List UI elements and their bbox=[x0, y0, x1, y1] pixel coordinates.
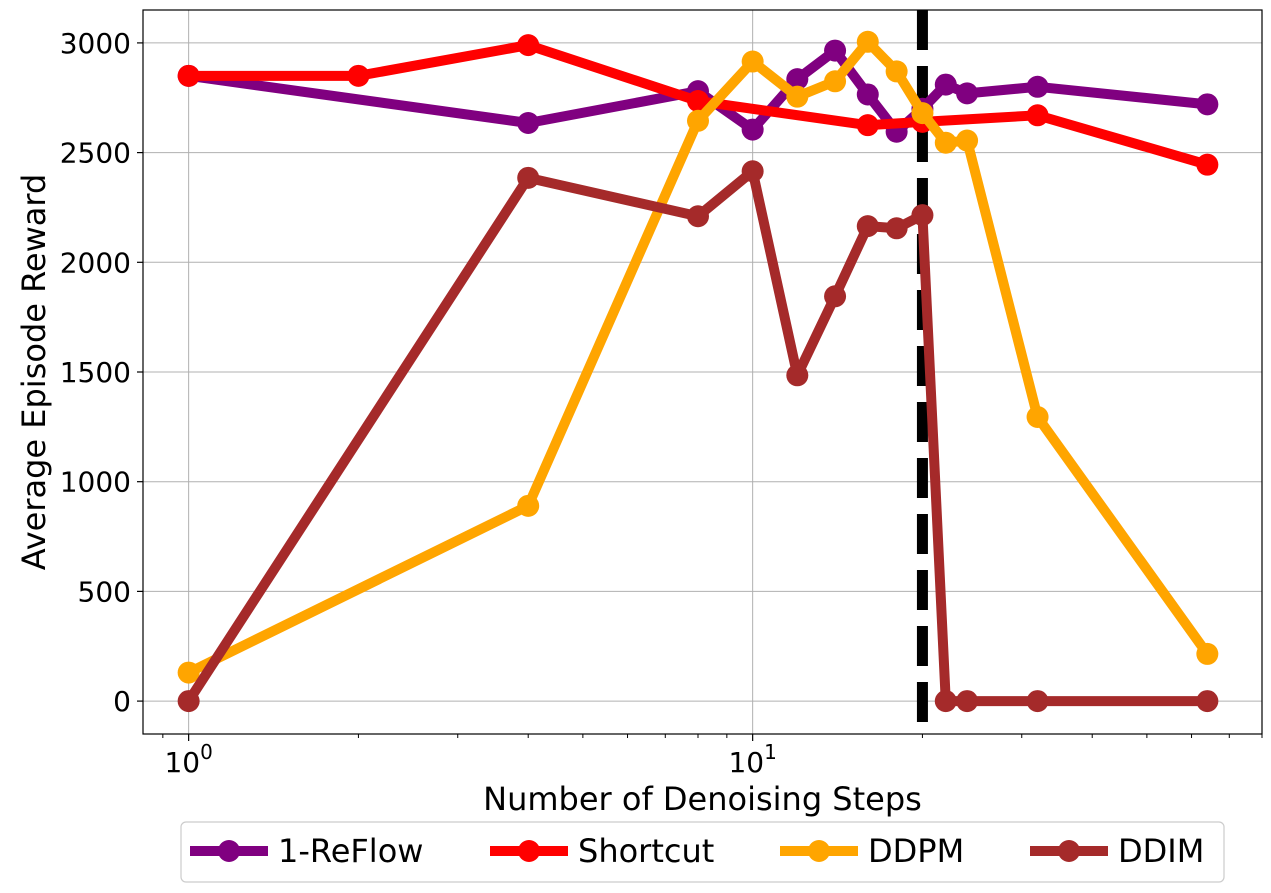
series-ddim bbox=[177, 160, 1219, 713]
data-point bbox=[856, 83, 879, 106]
data-point bbox=[934, 73, 957, 96]
legend-entry: Shortcut bbox=[490, 832, 714, 870]
legend-entry: 1-ReFlow bbox=[190, 832, 423, 870]
data-point bbox=[885, 60, 908, 83]
legend: 1-ReFlow Shortcut DDPM DDIM bbox=[180, 821, 1225, 883]
data-point bbox=[347, 64, 370, 87]
y-tick-label: 0 bbox=[113, 685, 131, 718]
x-tick-base: 10 bbox=[728, 746, 764, 779]
data-point bbox=[885, 217, 908, 240]
data-point bbox=[856, 30, 879, 53]
data-point bbox=[934, 131, 957, 154]
legend-marker bbox=[518, 840, 540, 862]
data-point bbox=[956, 82, 979, 105]
data-point bbox=[1026, 405, 1049, 428]
data-point bbox=[956, 690, 979, 713]
data-point bbox=[177, 661, 200, 684]
data-point bbox=[911, 102, 934, 125]
legend-label: Shortcut bbox=[578, 832, 714, 870]
data-point bbox=[1026, 104, 1049, 127]
data-point bbox=[686, 205, 709, 228]
data-point bbox=[1026, 690, 1049, 713]
data-point bbox=[741, 50, 764, 73]
legend-entry: DDIM bbox=[1030, 832, 1204, 870]
legend-label: 1-ReFlow bbox=[278, 832, 423, 870]
data-point bbox=[956, 129, 979, 152]
x-tick-base: 10 bbox=[164, 746, 200, 779]
y-tick-label: 1500 bbox=[60, 356, 131, 389]
y-axis-title: Average Episode Reward bbox=[15, 174, 53, 571]
data-point bbox=[911, 204, 934, 227]
x-tick-label: 100 bbox=[164, 740, 212, 779]
data-point bbox=[856, 215, 879, 238]
legend-marker bbox=[218, 840, 240, 862]
y-tick-label: 500 bbox=[78, 575, 131, 608]
data-point bbox=[517, 166, 540, 189]
y-tick-label: 2500 bbox=[60, 137, 131, 170]
legend-marker bbox=[1058, 840, 1080, 862]
series-layer bbox=[177, 30, 1219, 713]
data-point bbox=[177, 64, 200, 87]
x-tick-exponent: 1 bbox=[764, 740, 777, 764]
y-tick-label: 3000 bbox=[60, 27, 131, 60]
series-ddpm bbox=[177, 30, 1219, 684]
x-tick-label: 101 bbox=[728, 740, 776, 779]
legend-marker bbox=[808, 840, 830, 862]
data-point bbox=[1026, 75, 1049, 98]
data-point bbox=[786, 68, 809, 91]
legend-label: DDIM bbox=[1118, 832, 1204, 870]
data-point bbox=[1196, 93, 1219, 116]
legend-box bbox=[180, 821, 1225, 883]
y-tick-label: 2000 bbox=[60, 246, 131, 279]
data-point bbox=[934, 690, 957, 713]
data-point bbox=[1196, 690, 1219, 713]
legend-entry: DDPM bbox=[780, 832, 964, 870]
data-point bbox=[686, 109, 709, 132]
series-line bbox=[183, 40, 1213, 170]
x-tick-exponent: 0 bbox=[200, 740, 213, 764]
data-point bbox=[517, 34, 540, 57]
x-axis-title: Number of Denoising Steps bbox=[483, 780, 922, 818]
data-point bbox=[1196, 642, 1219, 665]
data-point bbox=[1196, 153, 1219, 176]
data-point bbox=[824, 70, 847, 93]
data-point bbox=[517, 494, 540, 517]
data-point bbox=[741, 118, 764, 141]
data-point bbox=[741, 160, 764, 183]
data-point bbox=[786, 85, 809, 108]
data-point bbox=[824, 39, 847, 62]
legend-label: DDPM bbox=[868, 832, 964, 870]
y-tick-label: 1000 bbox=[60, 466, 131, 499]
data-point bbox=[177, 690, 200, 713]
data-point bbox=[786, 364, 809, 387]
data-point bbox=[517, 111, 540, 134]
data-point bbox=[824, 285, 847, 308]
data-point bbox=[686, 90, 709, 113]
data-point bbox=[856, 114, 879, 137]
